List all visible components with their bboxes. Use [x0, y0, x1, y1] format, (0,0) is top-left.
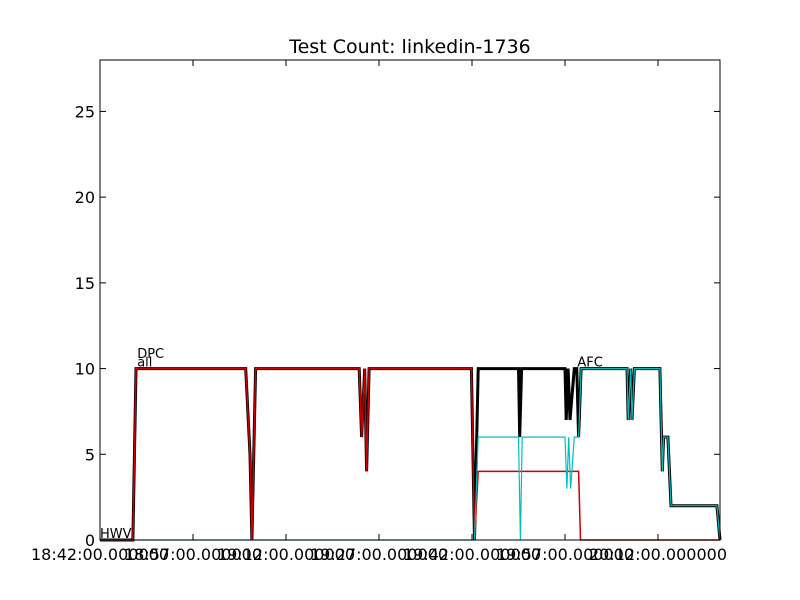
x-tick-label: 19:12:00.000000: [217, 545, 355, 564]
plot-frame: [99, 59, 721, 541]
y-tick-label: 20: [75, 188, 95, 207]
y-tick-label: 10: [75, 360, 95, 379]
chart-title: Test Count: linkedin-1736: [288, 36, 531, 58]
y-tick-label: 0: [85, 531, 95, 550]
y-tick-label: 25: [75, 102, 95, 121]
x-axis: 18:42:00.00000018:57:00.00000019:12:00.0…: [31, 60, 727, 564]
annotation-label: DPC: [137, 347, 164, 362]
y-tick-label: 5: [85, 445, 95, 464]
series-line-1: [100, 367, 722, 542]
series-line-3: [100, 368, 721, 541]
series-layer: [100, 367, 722, 542]
series-line-2: [100, 367, 720, 541]
x-tick-label: 18:57:00.000000: [124, 545, 262, 564]
x-tick-label: 19:42:00.000000: [403, 545, 541, 564]
x-tick-label: 20:12:00.000000: [589, 545, 727, 564]
annotation-label: AFC: [577, 356, 602, 371]
x-tick-label: 19:27:00.000000: [310, 545, 448, 564]
annotation-label: HWV: [100, 527, 132, 542]
x-tick-label: 19:57:00.000000: [496, 545, 634, 564]
y-tick-label: 15: [75, 274, 95, 293]
annotation-label: all: [137, 356, 152, 371]
x-tick-label: 18:42:00.000000: [31, 545, 169, 564]
y-axis: 0 5 10 15 20 25: [75, 102, 720, 550]
